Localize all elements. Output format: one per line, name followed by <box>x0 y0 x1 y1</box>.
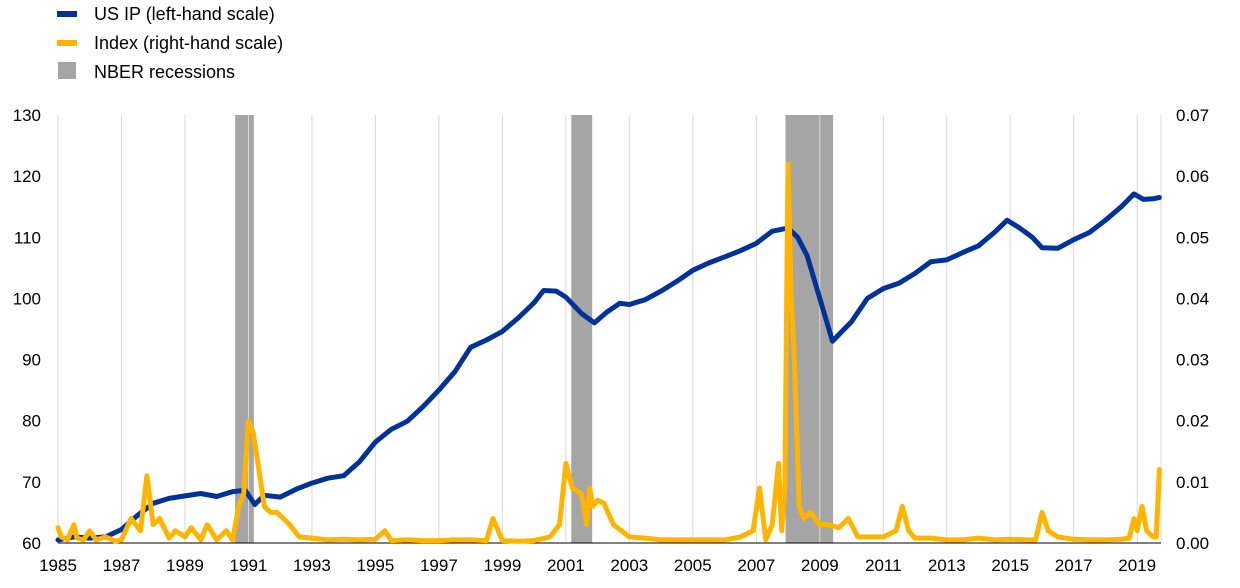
x-tick-1995: 1995 <box>356 556 394 575</box>
y-left-tick-120: 120 <box>13 167 41 186</box>
legend-swatch-recessions <box>58 62 76 79</box>
x-tick-1985: 1985 <box>39 556 77 575</box>
y-right-tick-0.03: 0.03 <box>1176 351 1209 370</box>
x-tick-1989: 1989 <box>166 556 204 575</box>
y-right-tick-0.06: 0.06 <box>1176 167 1209 186</box>
legend-item-index: Index (right-hand scale) <box>57 33 283 53</box>
recession-bands <box>235 115 834 543</box>
y-left-tick-60: 60 <box>22 534 41 553</box>
y-left-tick-labels: 60 70 80 90 100 110 120 130 <box>13 106 41 553</box>
x-tick-2011: 2011 <box>865 556 902 575</box>
legend-item-recessions: NBER recessions <box>58 62 235 82</box>
x-tick-2005: 2005 <box>674 556 712 575</box>
x-tick-2017: 2017 <box>1055 556 1093 575</box>
y-left-tick-110: 110 <box>14 228 41 247</box>
series-line-index <box>55 161 1162 544</box>
y-right-tick-labels: 0.00 0.01 0.02 0.03 0.04 0.05 0.06 0.07 <box>1176 106 1209 553</box>
x-tick-2009: 2009 <box>801 556 839 575</box>
x-tick-1997: 1997 <box>420 556 458 575</box>
x-tick-2015: 2015 <box>991 556 1029 575</box>
vertical-gridlines <box>57 115 1162 543</box>
y-right-tick-0.04: 0.04 <box>1176 289 1209 308</box>
x-tick-2007: 2007 <box>737 556 775 575</box>
series-line-us-ip <box>55 191 1162 543</box>
y-right-tick-0.00: 0.00 <box>1176 534 1209 553</box>
y-right-tick-0.05: 0.05 <box>1176 228 1209 247</box>
legend-label-recessions: NBER recessions <box>94 62 235 82</box>
y-left-tick-130: 130 <box>13 106 41 125</box>
y-right-tick-0.02: 0.02 <box>1176 412 1209 431</box>
x-tick-2013: 2013 <box>928 556 966 575</box>
y-left-tick-80: 80 <box>22 412 41 431</box>
y-left-tick-70: 70 <box>22 473 41 492</box>
x-tick-1987: 1987 <box>103 556 141 575</box>
x-tick-2019: 2019 <box>1118 556 1156 575</box>
x-tick-1993: 1993 <box>293 556 331 575</box>
y-left-tick-100: 100 <box>13 289 41 308</box>
legend: US IP (left-hand scale) Index (right-han… <box>57 4 283 82</box>
x-tick-labels: 1985 1987 1989 1991 1993 1995 1997 1999 2001 2003… <box>39 556 1156 575</box>
legend-item-us-ip: US IP (left-hand scale) <box>57 4 275 24</box>
y-right-tick-0.01: 0.01 <box>1176 473 1209 492</box>
x-tick-1999: 1999 <box>483 556 521 575</box>
legend-label-index: Index (right-hand scale) <box>94 33 283 53</box>
x-tick-1991: 1991 <box>230 556 268 575</box>
y-right-tick-0.07: 0.07 <box>1176 106 1209 125</box>
recession-band-2 <box>571 115 593 543</box>
y-left-tick-90: 90 <box>22 351 41 370</box>
x-tick-2001: 2001 <box>547 556 585 575</box>
series-lines <box>55 161 1162 544</box>
legend-label-us-ip: US IP (left-hand scale) <box>94 4 275 24</box>
x-tick-2003: 2003 <box>610 556 648 575</box>
